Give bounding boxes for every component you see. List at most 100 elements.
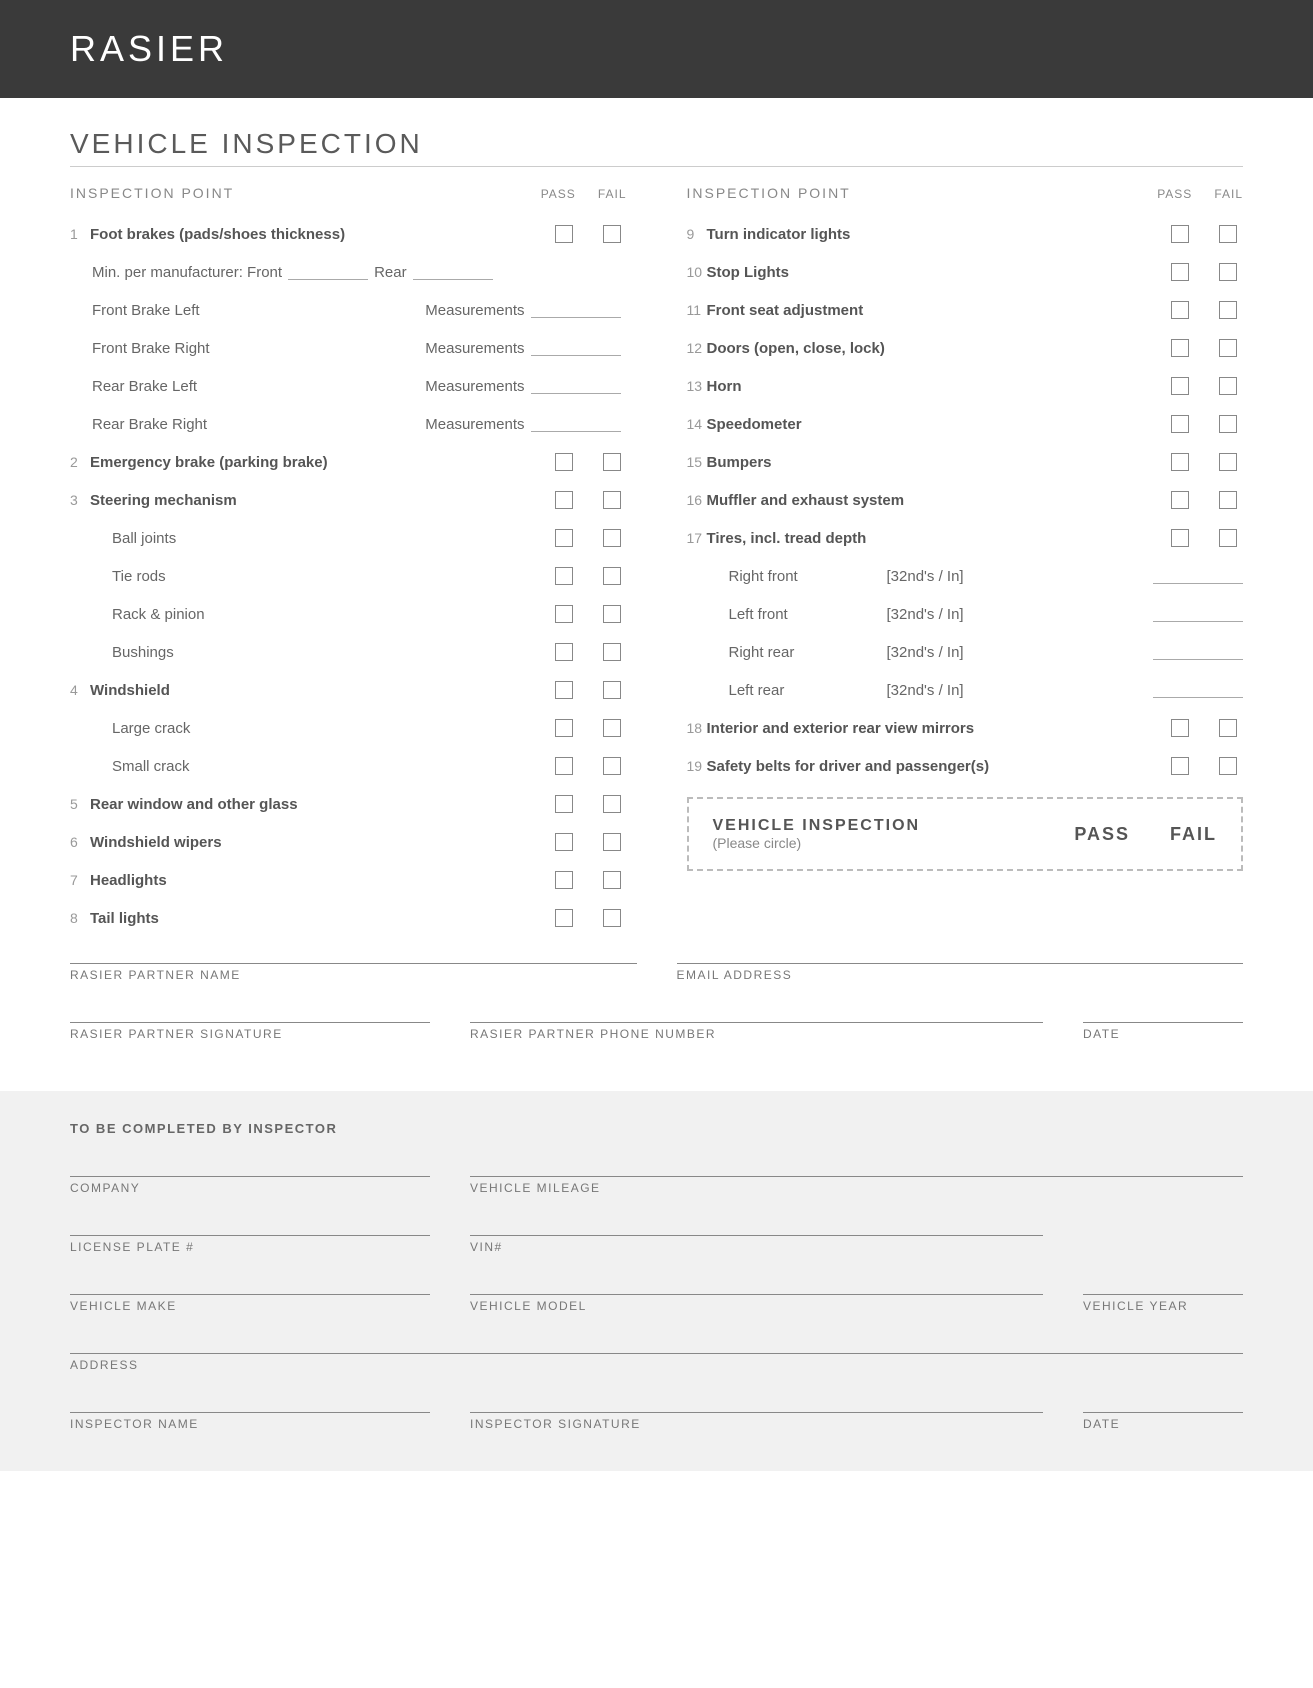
pass-fail-boxes (555, 795, 627, 813)
inspector-date-field[interactable]: DATE (1083, 1412, 1243, 1431)
address-field[interactable]: ADDRESS (70, 1353, 1243, 1372)
pass-checkbox[interactable] (555, 757, 573, 775)
pass-fail-boxes (1171, 301, 1243, 319)
fail-checkbox[interactable] (1219, 377, 1237, 395)
pass-checkbox[interactable] (1171, 301, 1189, 319)
fail-checkbox[interactable] (1219, 263, 1237, 281)
inspection-row: 6Windshield wipers (70, 823, 627, 861)
vin-field[interactable]: VIN# (470, 1235, 1043, 1254)
fail-checkbox[interactable] (603, 795, 621, 813)
row-label: Headlights (90, 872, 555, 889)
fail-checkbox[interactable] (603, 491, 621, 509)
partner-signature-field[interactable]: RASIER PARTNER SIGNATURE (70, 1022, 430, 1041)
tire-blank[interactable] (1153, 607, 1243, 622)
pass-checkbox[interactable] (555, 491, 573, 509)
partner-phone-field[interactable]: RASIER PARTNER PHONE NUMBER (470, 1022, 1043, 1041)
company-field[interactable]: COMPANY (70, 1176, 430, 1195)
row-number: 15 (687, 454, 707, 470)
fail-checkbox[interactable] (603, 643, 621, 661)
fail-checkbox[interactable] (603, 719, 621, 737)
make-field[interactable]: VEHICLE MAKE (70, 1294, 430, 1313)
partner-email-field[interactable]: EMAIL ADDRESS (677, 963, 1244, 982)
fail-checkbox[interactable] (603, 871, 621, 889)
fail-checkbox[interactable] (603, 225, 621, 243)
pass-checkbox[interactable] (1171, 377, 1189, 395)
measurement-blank[interactable] (531, 417, 621, 432)
inspection-row: 3Steering mechanism (70, 481, 627, 519)
pass-checkbox[interactable] (1171, 225, 1189, 243)
front-blank[interactable] (288, 265, 368, 280)
pass-checkbox[interactable] (555, 225, 573, 243)
pass-checkbox[interactable] (555, 529, 573, 547)
fail-checkbox[interactable] (603, 529, 621, 547)
fail-checkbox[interactable] (603, 909, 621, 927)
partner-name-field[interactable]: RASIER PARTNER NAME (70, 963, 637, 982)
mileage-field[interactable]: VEHICLE MILEAGE (470, 1176, 1243, 1195)
row-number: 18 (687, 720, 707, 736)
pass-checkbox[interactable] (555, 719, 573, 737)
pass-checkbox[interactable] (1171, 529, 1189, 547)
fail-checkbox[interactable] (1219, 301, 1237, 319)
inspector-name-field[interactable]: INSPECTOR NAME (70, 1412, 430, 1431)
fail-checkbox[interactable] (603, 453, 621, 471)
pass-fail-boxes (1171, 529, 1243, 547)
inspector-signature-field[interactable]: INSPECTOR SIGNATURE (470, 1412, 1043, 1431)
fail-checkbox[interactable] (1219, 339, 1237, 357)
tire-blank[interactable] (1153, 569, 1243, 584)
pass-checkbox[interactable] (555, 833, 573, 851)
right-col-header: INSPECTION POINT PASS FAIL (687, 185, 1244, 201)
pass-checkbox[interactable] (1171, 263, 1189, 281)
fail-checkbox[interactable] (1219, 491, 1237, 509)
pass-checkbox[interactable] (1171, 339, 1189, 357)
fail-checkbox[interactable] (603, 605, 621, 623)
pass-fail-boxes (1171, 263, 1243, 281)
measurement-blank[interactable] (531, 379, 621, 394)
pass-fail-boxes (555, 833, 627, 851)
plate-field[interactable]: LICENSE PLATE # (70, 1235, 430, 1254)
result-pass[interactable]: PASS (1074, 824, 1130, 845)
left-column: INSPECTION POINT PASS FAIL 1Foot brakes … (70, 185, 627, 937)
tire-blank[interactable] (1153, 683, 1243, 698)
fail-checkbox[interactable] (603, 681, 621, 699)
pass-checkbox[interactable] (1171, 719, 1189, 737)
inspection-columns: INSPECTION POINT PASS FAIL 1Foot brakes … (70, 185, 1243, 937)
fail-checkbox[interactable] (603, 757, 621, 775)
tire-name: Right rear (687, 644, 887, 661)
inspection-row: 17Tires, incl. tread depth (687, 519, 1244, 557)
result-fail[interactable]: FAIL (1170, 824, 1217, 845)
pass-fail-boxes (555, 719, 627, 737)
pass-checkbox[interactable] (1171, 453, 1189, 471)
fail-checkbox[interactable] (1219, 757, 1237, 775)
pass-checkbox[interactable] (1171, 491, 1189, 509)
measurement-label: Measurements (425, 378, 524, 395)
fail-checkbox[interactable] (1219, 415, 1237, 433)
partner-date-field[interactable]: DATE (1083, 1022, 1243, 1041)
pass-checkbox[interactable] (555, 681, 573, 699)
fail-checkbox[interactable] (603, 833, 621, 851)
fail-checkbox[interactable] (1219, 225, 1237, 243)
inspection-row: 13Horn (687, 367, 1244, 405)
pass-checkbox[interactable] (555, 567, 573, 585)
pass-checkbox[interactable] (555, 909, 573, 927)
fail-checkbox[interactable] (1219, 453, 1237, 471)
pass-checkbox[interactable] (555, 453, 573, 471)
pass-checkbox[interactable] (555, 795, 573, 813)
tire-blank[interactable] (1153, 645, 1243, 660)
pass-checkbox[interactable] (555, 643, 573, 661)
rear-blank[interactable] (413, 265, 493, 280)
model-field[interactable]: VEHICLE MODEL (470, 1294, 1043, 1313)
pass-checkbox[interactable] (1171, 757, 1189, 775)
spacer (1083, 1235, 1243, 1254)
fail-checkbox[interactable] (603, 567, 621, 585)
fail-checkbox[interactable] (1219, 529, 1237, 547)
pass-checkbox[interactable] (555, 605, 573, 623)
fail-checkbox[interactable] (1219, 719, 1237, 737)
year-field[interactable]: VEHICLE YEAR (1083, 1294, 1243, 1313)
pass-checkbox[interactable] (1171, 415, 1189, 433)
tire-row: Left rear[32nd's / In] (687, 671, 1244, 709)
row-number: 19 (687, 758, 707, 774)
measurement-blank[interactable] (531, 303, 621, 318)
measurement-right: Measurements (425, 378, 626, 395)
measurement-blank[interactable] (531, 341, 621, 356)
pass-checkbox[interactable] (555, 871, 573, 889)
